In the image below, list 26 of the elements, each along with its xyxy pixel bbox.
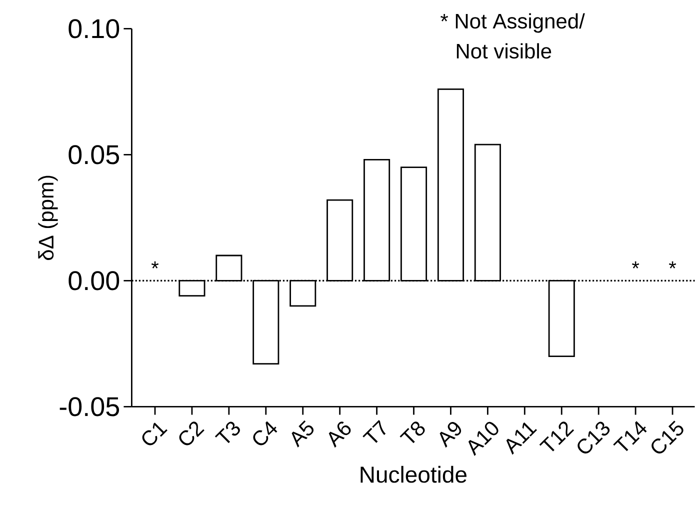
x-tick-label: A11 bbox=[506, 422, 537, 455]
x-tick-label: C15 bbox=[652, 420, 684, 454]
y-tick-label: 0.00 bbox=[68, 271, 120, 290]
x-tick-label: T7 bbox=[362, 420, 386, 443]
annotation: * bbox=[151, 261, 159, 268]
x-tick-label: C1 bbox=[142, 422, 168, 446]
annotation: * bbox=[632, 261, 640, 268]
annotation: * bbox=[668, 261, 676, 268]
x-tick-label: T14 bbox=[613, 421, 647, 452]
x-tick-label: C2 bbox=[179, 422, 204, 446]
annotation: Not visible bbox=[456, 43, 552, 59]
x-tick-label: C13 bbox=[578, 422, 610, 454]
annotation: * Not Assigned/ bbox=[440, 13, 585, 33]
x-tick-label: A10 bbox=[468, 422, 498, 456]
x-tick-label: T3 bbox=[214, 422, 240, 444]
x-tick-label: A6 bbox=[328, 422, 351, 448]
x-tick-label: C4 bbox=[253, 421, 278, 446]
y-axis-title: δΔ (ppm) bbox=[38, 176, 58, 260]
x-tick-label: A9 bbox=[440, 422, 462, 448]
x-axis-title: Nucleotide bbox=[360, 466, 467, 483]
y-tick-label: 0.05 bbox=[68, 145, 120, 164]
x-tick-label: T8 bbox=[400, 422, 425, 444]
y-tick-label: -0.05 bbox=[60, 397, 120, 416]
x-tick-label: T12 bbox=[539, 422, 574, 452]
x-tick-label: A5 bbox=[292, 420, 314, 448]
y-tick-label: 0.10 bbox=[68, 19, 120, 38]
